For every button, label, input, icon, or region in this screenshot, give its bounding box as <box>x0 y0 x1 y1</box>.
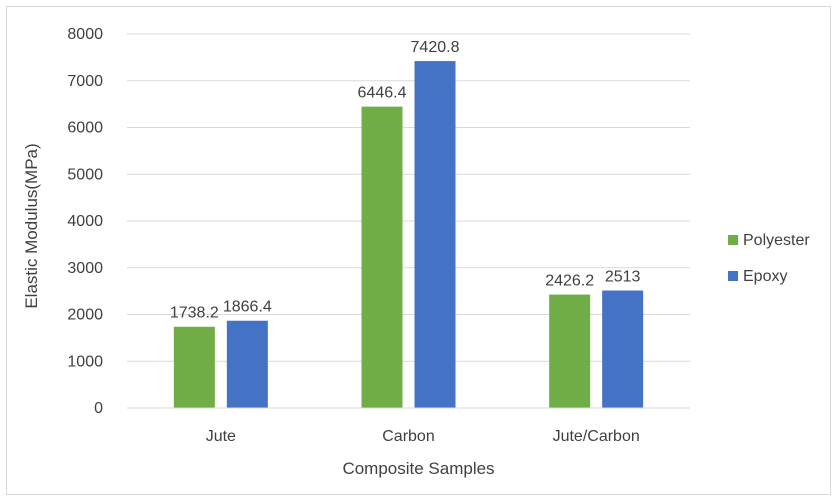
bar-epoxy <box>414 61 456 408</box>
y-tick-label: 6000 <box>67 120 103 137</box>
bar-polyester <box>361 106 403 408</box>
y-tick-label: 3000 <box>67 260 103 277</box>
legend-label: Polyester <box>743 232 810 249</box>
y-tick-label: 8000 <box>67 26 103 43</box>
data-label: 2513 <box>605 269 641 286</box>
data-label: 2426.2 <box>545 273 594 290</box>
bars <box>173 61 644 408</box>
data-label: 6446.4 <box>358 85 407 102</box>
bar-epoxy <box>602 290 644 408</box>
legend-swatch <box>728 235 738 245</box>
y-tick-label: 4000 <box>67 213 103 230</box>
x-tick-label: Jute <box>206 428 236 445</box>
data-label: 1738.2 <box>170 305 219 322</box>
y-tick-label: 2000 <box>67 307 103 324</box>
y-tick-label: 5000 <box>67 166 103 183</box>
bar-polyester <box>173 326 215 408</box>
bar-epoxy <box>226 320 268 408</box>
data-label: 1866.4 <box>223 299 272 316</box>
x-axis-ticks: Jute Carbon Jute/Carbon <box>206 428 640 445</box>
x-tick-label: Jute/Carbon <box>553 428 640 445</box>
bar-polyester <box>549 294 591 408</box>
legend: Polyester Epoxy <box>728 232 810 285</box>
y-axis-ticks: 0 1000 2000 3000 4000 5000 6000 7000 8000 <box>67 26 103 417</box>
data-label: 7420.8 <box>411 39 460 56</box>
gridlines <box>127 33 690 362</box>
x-axis-title: Composite Samples <box>342 459 494 478</box>
data-labels: 1738.2 1866.4 6446.4 7420.8 2426.2 2513 <box>170 39 641 322</box>
legend-swatch <box>728 271 738 281</box>
y-tick-label: 1000 <box>67 353 103 370</box>
y-tick-label: 7000 <box>67 73 103 90</box>
x-tick-label: Carbon <box>382 428 434 445</box>
y-tick-label: 0 <box>94 400 103 417</box>
y-axis-title: Elastic Modulus(MPa) <box>22 143 41 308</box>
legend-label: Epoxy <box>743 268 787 285</box>
